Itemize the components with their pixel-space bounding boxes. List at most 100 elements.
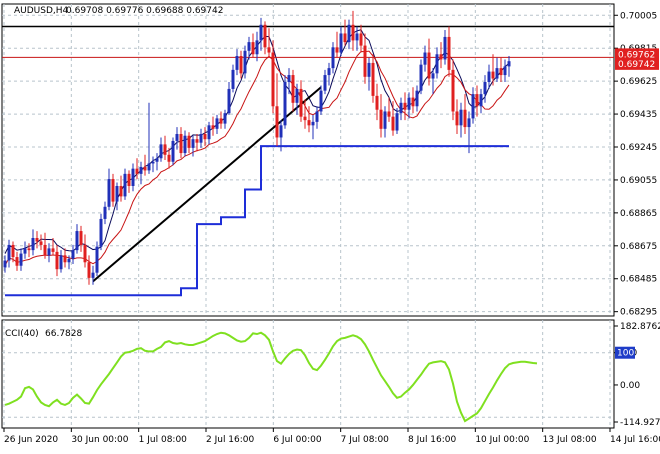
cci-tick-label: -114.9271 <box>620 418 660 428</box>
candle-bull <box>191 139 195 148</box>
candle-bear <box>267 47 271 53</box>
price-tick-label: 0.69625 <box>620 77 657 87</box>
candle-bull <box>95 246 99 273</box>
candle-bull <box>155 158 159 162</box>
cci-pane-frame <box>1 319 615 429</box>
candle-bull <box>339 33 343 53</box>
candle-bear <box>111 179 115 202</box>
candle-bull <box>399 102 403 114</box>
candle-bear <box>387 111 391 117</box>
candle-bull <box>467 118 471 128</box>
candle-bear <box>135 168 139 174</box>
candle-bull <box>279 125 283 138</box>
price-tick-label: 0.68295 <box>620 308 657 318</box>
candle-bull <box>423 52 427 65</box>
candle-bull <box>139 166 143 174</box>
candle-bear <box>239 56 243 74</box>
cci-tick-label: 182.8762 <box>620 322 660 332</box>
candle-bull <box>235 56 239 70</box>
candle-bull <box>471 94 475 119</box>
candle-bear <box>55 251 59 270</box>
candle-bull <box>147 163 151 171</box>
candle-bear <box>447 36 451 70</box>
support-staircase-line <box>5 145 509 297</box>
candle-bear <box>403 102 407 110</box>
candle-bear <box>299 88 303 117</box>
candle-bull <box>59 255 63 270</box>
candle-bear <box>11 244 15 258</box>
price-tick-label: 0.70005 <box>620 11 657 21</box>
candle-bull <box>435 54 439 74</box>
candle-bull <box>259 24 263 41</box>
candle-bull <box>151 161 155 164</box>
candle-bull <box>347 24 351 43</box>
price-tick-label: 0.69435 <box>620 110 657 120</box>
cci-level-box <box>615 346 635 359</box>
time-label: 14 Jul 16:00 <box>610 435 660 445</box>
candle-bull <box>255 40 259 55</box>
candle-bear <box>375 95 379 110</box>
candle-bear <box>371 62 375 96</box>
candle-bull <box>283 82 287 126</box>
candle-bear <box>335 47 339 53</box>
candle-bull <box>67 258 71 263</box>
candle-bull <box>207 125 211 140</box>
candle-bear <box>219 118 223 124</box>
price-label-box <box>615 57 659 70</box>
candle-bull <box>231 69 235 89</box>
candle-bull <box>483 82 487 95</box>
candle-bear <box>351 24 355 41</box>
header-symbol: AUDUSD,H4 <box>14 6 69 16</box>
candle-bull <box>243 50 247 74</box>
trend-line <box>92 86 322 283</box>
time-label: 30 Jun 00:00 <box>71 435 128 445</box>
candle-bull <box>479 94 483 107</box>
cci-title: CCI(40) <box>5 329 39 339</box>
candle-bull <box>431 73 435 79</box>
candle-bull <box>175 134 179 141</box>
candle-bear <box>275 106 279 138</box>
candle-bull <box>91 272 95 278</box>
candle-bear <box>451 69 455 112</box>
candle-bear <box>195 139 199 143</box>
candle-bear <box>411 97 415 107</box>
candle-bull <box>71 250 75 259</box>
candle-bear <box>119 186 123 197</box>
candle-bear <box>271 52 275 107</box>
candle-bull <box>23 248 27 254</box>
candle-bull <box>171 140 175 162</box>
candle-bear <box>179 134 183 154</box>
candle-bear <box>475 94 479 107</box>
candle-bear <box>167 154 171 162</box>
candle-bear <box>427 52 431 79</box>
candle-bull <box>99 218 103 247</box>
candle-bull <box>19 253 23 266</box>
candle-bull <box>487 71 491 82</box>
candle-bull <box>3 260 7 268</box>
candle-bear <box>391 116 395 131</box>
price-tick-label: 0.69055 <box>620 176 657 186</box>
time-label: 2 Jul 16:00 <box>206 435 255 445</box>
candle-bull <box>443 36 447 60</box>
candle-bull <box>355 33 359 41</box>
candle-bull <box>331 47 335 69</box>
candle-bull <box>123 173 127 197</box>
candle-bear <box>291 75 295 103</box>
time-label: 7 Jul 08:00 <box>341 435 390 445</box>
candle-bull <box>315 111 319 122</box>
candle-bear <box>187 135 191 148</box>
candle-bear <box>307 120 311 126</box>
candle-bear <box>251 42 255 55</box>
candle-bull <box>407 97 411 110</box>
cci-line <box>4 331 538 423</box>
candle-bear <box>143 166 147 171</box>
candle-bear <box>439 54 443 60</box>
candle-bear <box>363 45 367 77</box>
candle-bear <box>51 248 55 252</box>
candle-bull <box>31 238 35 251</box>
candle-bull <box>103 206 107 219</box>
candle-bull <box>183 135 187 154</box>
candle-bull <box>223 113 227 124</box>
candle-bear <box>43 244 47 256</box>
